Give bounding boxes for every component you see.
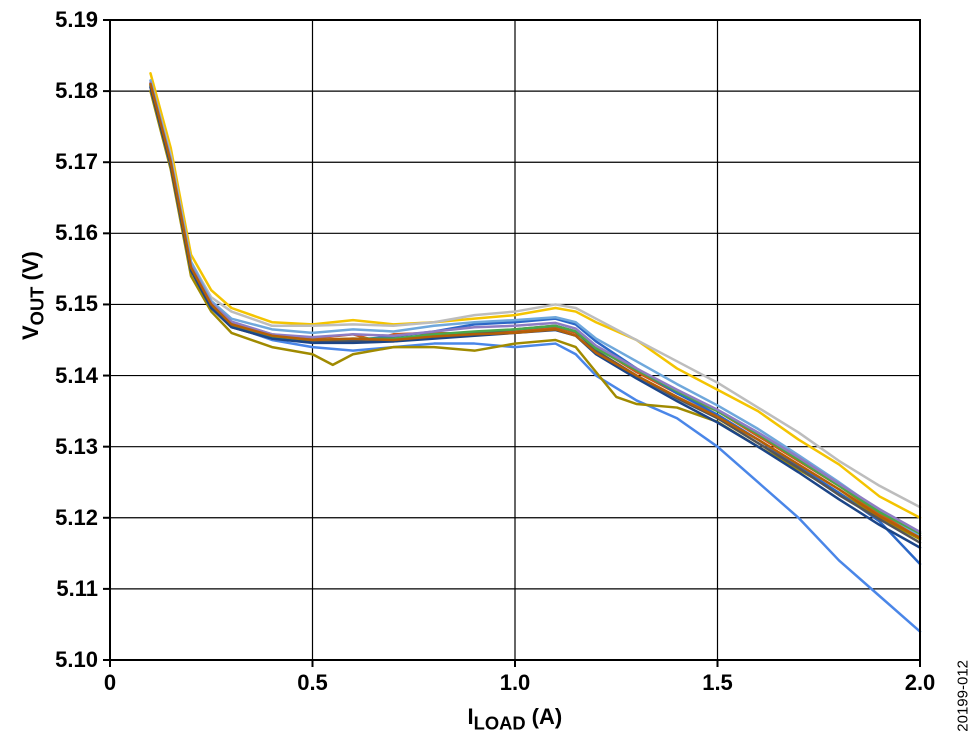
x-tick-label: 1.0 bbox=[485, 670, 545, 696]
y-tick-label: 5.15 bbox=[55, 291, 98, 317]
y-tick-label: 5.13 bbox=[55, 434, 98, 460]
y-tick-label: 5.14 bbox=[55, 363, 98, 389]
y-tick-label: 5.19 bbox=[55, 7, 98, 33]
x-axis-label: ILOAD (A) bbox=[468, 704, 563, 734]
x-tick-label: 0 bbox=[80, 670, 140, 696]
figure-id-label: 20199-012 bbox=[955, 660, 972, 732]
chart-svg bbox=[0, 0, 980, 742]
y-tick-label: 5.11 bbox=[56, 576, 98, 602]
y-tick-label: 5.10 bbox=[55, 647, 98, 673]
y-tick-label: 5.17 bbox=[55, 149, 98, 175]
line-chart: VOUT (V) ILOAD (A) 20199-012 00.51.01.52… bbox=[0, 0, 980, 742]
x-tick-label: 1.5 bbox=[688, 670, 748, 696]
y-tick-label: 5.18 bbox=[55, 78, 98, 104]
x-tick-label: 0.5 bbox=[283, 670, 343, 696]
x-tick-label: 2.0 bbox=[890, 670, 950, 696]
y-tick-label: 5.12 bbox=[55, 505, 98, 531]
y-tick-label: 5.16 bbox=[55, 220, 98, 246]
